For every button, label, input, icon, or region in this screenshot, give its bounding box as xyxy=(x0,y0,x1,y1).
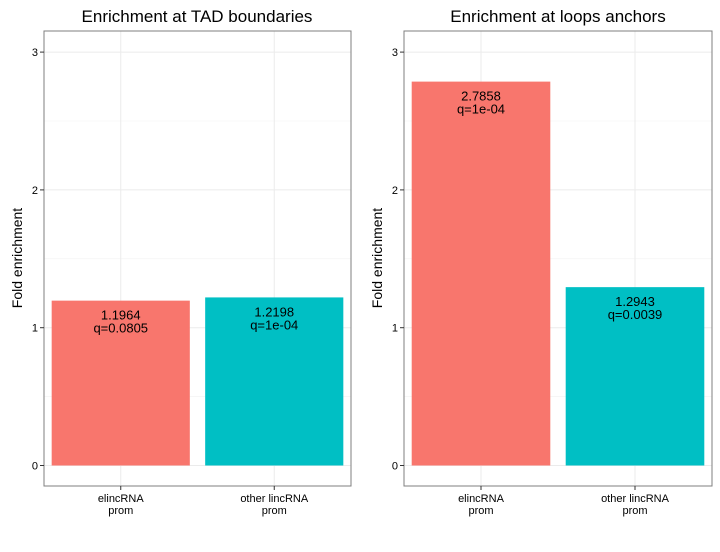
x-tick-label: prom xyxy=(468,505,493,517)
y-axis-label: Fold enrichment xyxy=(9,208,25,308)
y-tick-label: 1 xyxy=(392,323,398,335)
y-tick-label: 3 xyxy=(32,47,38,59)
panel-border xyxy=(43,30,352,487)
bar-q-label: q=1e-04 xyxy=(457,102,505,117)
y-tick-label: 1 xyxy=(32,323,38,335)
y-tick-label: 2 xyxy=(392,185,398,197)
x-tick-label: other lincRNA xyxy=(240,493,309,505)
bar-value-label: 1.1964 xyxy=(101,308,141,323)
panel-tad-boundaries: Enrichment at TAD boundaries Fold enrich… xyxy=(9,7,352,517)
y-tick-label: 3 xyxy=(392,47,398,59)
x-tick-label: elincRNA xyxy=(458,493,505,505)
panel-border xyxy=(403,30,713,487)
y-tick-label: 2 xyxy=(32,185,38,197)
bar-q-label: q=1e-04 xyxy=(250,317,298,332)
bar-q-label: q=0.0039 xyxy=(608,307,663,322)
panel-loops-anchors: Enrichment at loops anchors Fold enrichm… xyxy=(369,7,713,517)
y-axis-label: Fold enrichment xyxy=(369,208,385,308)
bar-q-label: q=0.0805 xyxy=(93,321,148,336)
bar xyxy=(565,287,705,466)
x-tick-label: prom xyxy=(622,505,647,517)
bar xyxy=(51,300,190,466)
bar xyxy=(205,297,344,466)
x-tick-label: elincRNA xyxy=(98,493,145,505)
x-tick-label: other lincRNA xyxy=(601,493,670,505)
x-tick-label: prom xyxy=(108,505,133,517)
bar-value-label: 2.7858 xyxy=(461,89,501,104)
x-tick-label: prom xyxy=(262,505,287,517)
bar xyxy=(411,81,551,466)
chart-title: Enrichment at TAD boundaries xyxy=(82,7,313,26)
y-tick-label: 0 xyxy=(392,461,398,473)
bar-value-label: 1.2198 xyxy=(254,304,294,319)
y-tick-label: 0 xyxy=(32,461,38,473)
chart-title: Enrichment at loops anchors xyxy=(450,7,665,26)
bar-value-label: 1.2943 xyxy=(615,294,655,309)
